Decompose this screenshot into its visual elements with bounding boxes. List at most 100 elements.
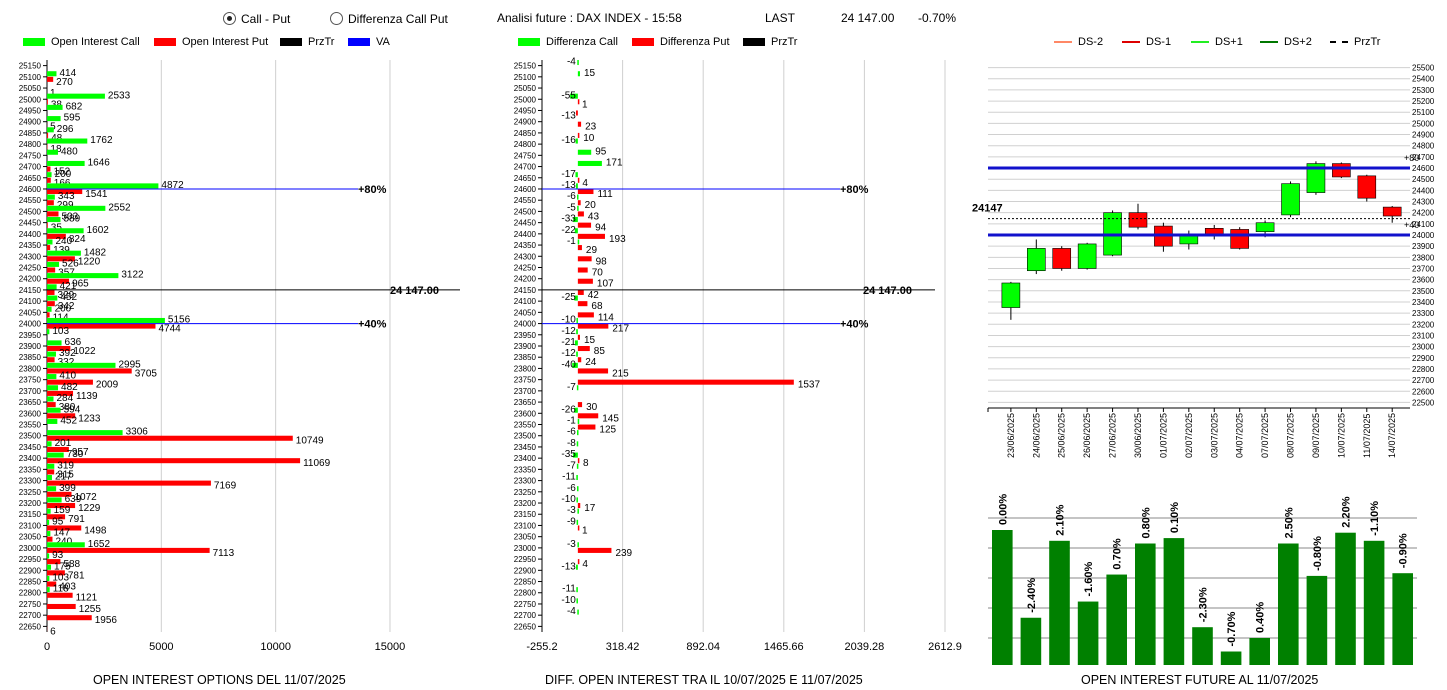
call-diff-label: -9 xyxy=(567,516,576,527)
strike-label: 23800 xyxy=(19,364,42,373)
candle-body xyxy=(1255,222,1275,232)
call-diff-label: 15 xyxy=(584,68,596,79)
call-bar xyxy=(47,116,61,122)
strike-label: 24850 xyxy=(19,129,42,138)
call-diff-bar xyxy=(577,160,602,166)
x-tick-label: 2039.28 xyxy=(845,641,885,653)
put-diff-label: 20 xyxy=(585,200,597,211)
put-bar xyxy=(47,200,54,206)
put-diff-label: 217 xyxy=(612,324,629,335)
call-bar-label: 201 xyxy=(55,438,72,449)
put-diff-label: 1 xyxy=(582,99,588,110)
put-bar-label: 240 xyxy=(55,537,72,548)
put-bar xyxy=(47,446,69,452)
call-diff-bar xyxy=(570,93,578,99)
strike-label: 23550 xyxy=(19,421,42,430)
put-bar-label: 299 xyxy=(57,200,74,211)
strike-label: 22750 xyxy=(514,600,537,609)
candle-body xyxy=(1052,248,1072,269)
call-diff-label: -22 xyxy=(561,225,576,236)
strike-label: 24450 xyxy=(514,219,537,228)
put-bar-label: 965 xyxy=(72,279,89,290)
strike-label: 24900 xyxy=(514,118,537,127)
put-diff-bar xyxy=(577,233,605,239)
y-tick-label: 23400 xyxy=(1412,298,1435,307)
strike-label: 23100 xyxy=(19,521,42,530)
call-bar xyxy=(47,239,53,245)
call-bar-label: 343 xyxy=(58,191,75,202)
y-tick-label: 22800 xyxy=(1412,365,1435,374)
radio-unselected-icon xyxy=(330,12,343,25)
call-diff-bar xyxy=(577,508,579,514)
call-diff-bar xyxy=(572,362,578,368)
x-tick-label: 0 xyxy=(44,641,50,653)
x-tick-label: 1465.66 xyxy=(764,641,804,653)
put-bar-label: 1541 xyxy=(85,189,108,200)
call-diff-bar xyxy=(572,452,578,458)
radio-call-put[interactable]: Call - Put xyxy=(223,12,290,26)
put-bar xyxy=(47,312,50,318)
legend-prztr: PrzTr xyxy=(1330,36,1380,48)
call-bar xyxy=(47,217,61,223)
strike-label: 23850 xyxy=(19,353,42,362)
strike-label: 22650 xyxy=(19,622,42,631)
put-diff-bar xyxy=(577,301,588,307)
put-diff-label: -13 xyxy=(561,110,576,121)
strike-label: 23450 xyxy=(19,443,42,452)
put-bar-label: 7113 xyxy=(213,548,235,559)
put-bar-label: 824 xyxy=(69,234,86,245)
x-tick-label: 2612.9 xyxy=(928,641,962,653)
strike-label: 22750 xyxy=(19,600,42,609)
oi-future-bar xyxy=(1163,538,1185,665)
put-bar-label: 329 xyxy=(58,290,75,301)
call-bar xyxy=(47,362,116,368)
put-bar-label: 3705 xyxy=(135,368,158,379)
strike-label: 24250 xyxy=(514,263,537,272)
put-bar xyxy=(47,503,76,509)
chart4-title: OPEN INTEREST FUTURE AL 11/07/2025 xyxy=(1081,673,1319,687)
call-diff-label: -16 xyxy=(561,135,576,146)
put-bar-label: 957 xyxy=(72,447,89,458)
put-bar-label: 503 xyxy=(62,211,79,222)
put-diff-bar xyxy=(577,413,599,419)
call-bar-label: 682 xyxy=(66,101,83,112)
put-bar xyxy=(47,357,55,363)
call-bar xyxy=(47,261,60,267)
call-diff-bar xyxy=(577,486,579,492)
strike-label: 23050 xyxy=(19,533,42,542)
y-tick-label: 24200 xyxy=(1412,209,1435,218)
call-bar-label: 1646 xyxy=(88,158,111,169)
y-tick-label: 24400 xyxy=(1412,186,1435,195)
strike-label: 24500 xyxy=(19,207,42,216)
strike-label: 23400 xyxy=(19,454,42,463)
call-diff-label: 171 xyxy=(606,158,623,169)
date-label: 23/06/2025 xyxy=(1006,413,1016,458)
put-bar xyxy=(47,368,132,374)
call-diff-label: -1 xyxy=(567,236,576,247)
strike-label: 23300 xyxy=(514,477,537,486)
strike-label: 22950 xyxy=(19,555,42,564)
call-diff-bar xyxy=(576,317,578,324)
strike-label: 24600 xyxy=(19,185,42,194)
put-bar xyxy=(47,480,211,486)
put-bar xyxy=(47,278,70,284)
radio-differenza[interactable]: Differenza Call Put xyxy=(330,12,448,26)
put-bar-label: 315 xyxy=(57,469,74,480)
date-label: 08/07/2025 xyxy=(1286,413,1296,458)
date-label: 11/07/2025 xyxy=(1362,414,1372,458)
legend-diff-put: Differenza Put xyxy=(632,36,730,48)
oi-future-label: -1.60% xyxy=(1083,561,1095,596)
call-bar xyxy=(47,396,54,402)
call-bar xyxy=(47,531,51,537)
put-bar xyxy=(47,289,55,295)
call-bar-label: 95 xyxy=(52,516,64,527)
put-bar-label: 588 xyxy=(63,559,80,570)
oi-future-bar xyxy=(992,530,1013,665)
oi-future-bar xyxy=(1278,543,1299,665)
put-diff-label: 85 xyxy=(594,346,606,357)
put-bar-label: 791 xyxy=(68,514,85,525)
legend-oi-call: Open Interest Call xyxy=(23,36,140,48)
candle-body xyxy=(1001,282,1021,308)
put-bar-label: 1220 xyxy=(78,256,101,267)
call-diff-label: -4 xyxy=(567,57,576,68)
